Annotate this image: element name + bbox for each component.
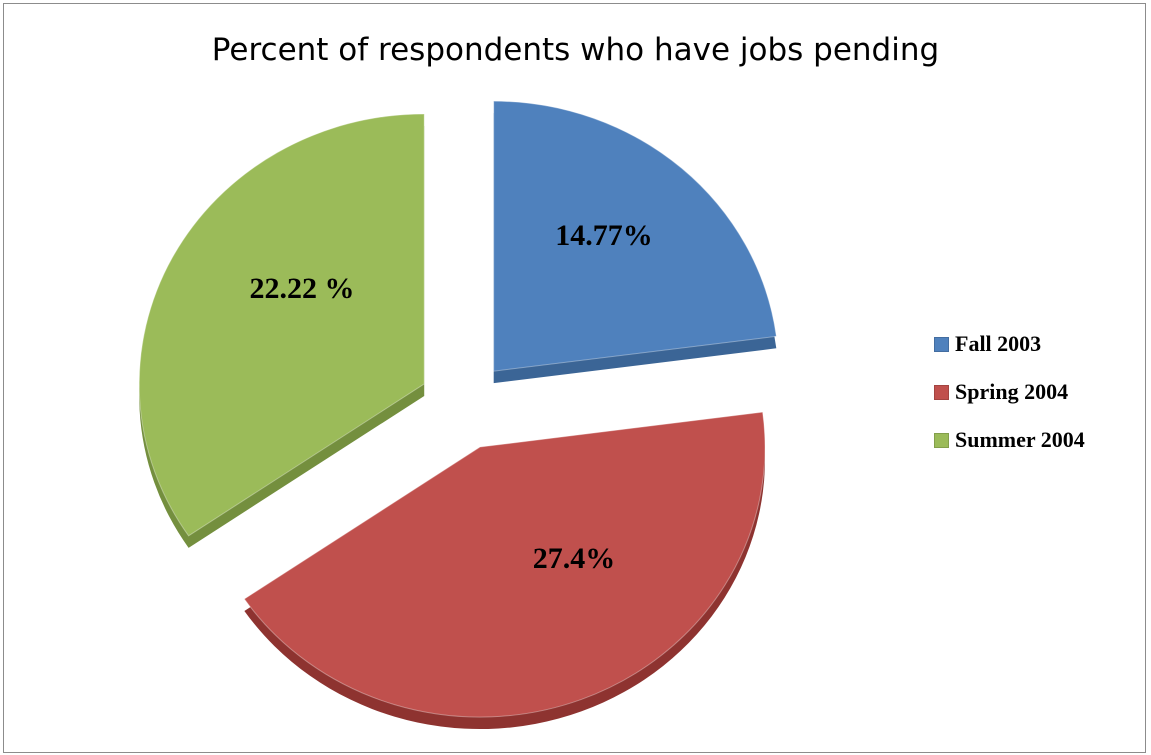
data-label-spring-2004: 27.4% — [533, 542, 616, 575]
pie-slice-summer-2004 — [138, 113, 425, 537]
pie-slice-fall-2003 — [493, 100, 777, 372]
legend: Fall 2003 Spring 2004 Summer 2004 — [934, 320, 1085, 464]
legend-item-summer-2004: Summer 2004 — [934, 416, 1085, 464]
chart-title: Percent of respondents who have jobs pen… — [211, 32, 940, 68]
legend-label: Spring 2004 — [955, 379, 1069, 404]
data-label-fall-2003: 14.77% — [555, 219, 653, 252]
pie-slice-spring-2004 — [243, 411, 766, 718]
legend-label: Summer 2004 — [955, 427, 1085, 452]
legend-swatch — [934, 384, 949, 400]
legend-item-spring-2004: Spring 2004 — [934, 368, 1085, 416]
legend-swatch — [934, 432, 949, 448]
legend-item-fall-2003: Fall 2003 — [934, 320, 1085, 368]
data-label-summer-2004: 22.22 % — [250, 272, 355, 305]
legend-label: Fall 2003 — [955, 331, 1042, 356]
legend-swatch — [934, 336, 949, 352]
